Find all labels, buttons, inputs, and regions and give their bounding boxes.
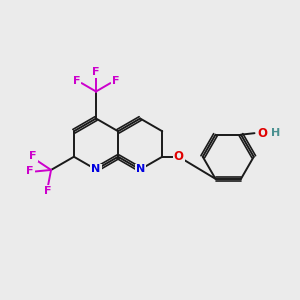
Text: F: F xyxy=(26,167,34,176)
Text: F: F xyxy=(92,67,100,77)
Text: O: O xyxy=(257,127,267,140)
Text: F: F xyxy=(112,76,119,86)
Text: N: N xyxy=(136,164,145,175)
Text: F: F xyxy=(29,152,37,161)
Text: O: O xyxy=(174,150,184,163)
Text: N: N xyxy=(92,164,100,175)
Text: F: F xyxy=(73,76,80,86)
Text: H: H xyxy=(271,128,280,138)
Text: F: F xyxy=(44,186,52,196)
